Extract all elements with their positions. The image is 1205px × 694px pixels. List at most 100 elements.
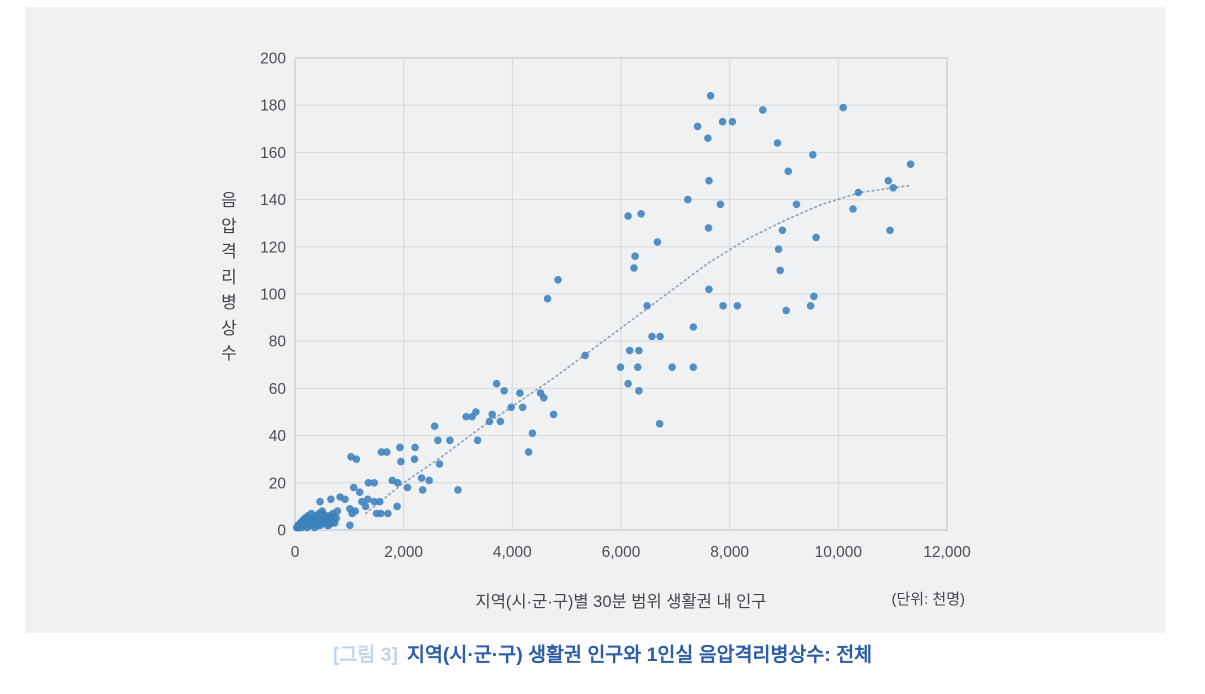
y-tick-label: 100 — [260, 287, 286, 304]
scatter-point — [718, 117, 727, 126]
scatter-point — [635, 387, 643, 395]
x-tick-label: 4,000 — [493, 544, 532, 561]
scatter-point — [446, 436, 454, 445]
y-tick-label: 120 — [260, 239, 286, 256]
scatter-point — [689, 323, 698, 331]
scatter-point — [327, 495, 335, 504]
unit-note: (단위: 천명) — [891, 591, 965, 608]
scatter-point — [396, 443, 404, 452]
scatter-point — [393, 502, 401, 511]
scatter-point — [352, 455, 361, 464]
scatter-point — [333, 507, 342, 515]
y-tick-label: 40 — [269, 428, 287, 445]
scatter-point — [624, 379, 632, 388]
scatter-point — [733, 302, 742, 310]
scatter-point — [653, 238, 662, 246]
scatter-point — [417, 474, 426, 482]
scatter-point — [540, 394, 548, 402]
scatter-point — [488, 410, 497, 419]
scatter-point — [719, 302, 727, 310]
scatter-point — [397, 457, 405, 466]
x-tick-label: 10,000 — [815, 544, 863, 561]
y-axis-title: 음 압 격 리 병 상 수 — [221, 191, 237, 363]
scatter-point — [631, 252, 639, 260]
x-tick-label: 6,000 — [602, 544, 641, 561]
scatter-point — [500, 387, 509, 395]
y-tick-label: 140 — [260, 192, 286, 209]
scatter-point — [684, 195, 692, 204]
scatter-point — [462, 412, 470, 421]
scatter-point — [317, 512, 326, 520]
scatter-point — [689, 363, 698, 372]
y-tick-label: 200 — [260, 51, 286, 68]
scatter-point — [812, 233, 820, 242]
scatter-point — [759, 106, 767, 114]
caption-prefix: [그림 3] — [332, 643, 399, 666]
scatter-point — [435, 460, 444, 468]
x-tick-label: 8,000 — [710, 544, 749, 561]
scatter-point — [668, 363, 676, 372]
scatter-point — [370, 479, 379, 487]
scatter-point — [634, 363, 642, 372]
scatter-point — [704, 224, 713, 232]
scatter-point — [296, 521, 304, 530]
scatter-point — [473, 436, 482, 445]
figure-background — [25, 7, 1165, 633]
scatter-point — [889, 184, 897, 192]
scatter-point — [516, 389, 524, 397]
scatter-point — [425, 476, 434, 485]
scatter-point — [693, 122, 702, 131]
scatter-point — [704, 134, 712, 142]
scatter-point — [706, 92, 715, 100]
x-axis-title: 지역(시·군·구)별 30분 범위 생활권 내 인구 — [475, 593, 767, 611]
scatter-point — [773, 139, 782, 147]
scatter-point — [418, 486, 427, 494]
scatter-point — [434, 436, 442, 445]
plot-border — [294, 57, 948, 531]
x-tick-label: 0 — [291, 544, 300, 561]
scatter-point — [906, 160, 915, 168]
scatter-point — [377, 448, 386, 456]
y-tick-label: 80 — [269, 334, 287, 351]
scatter-point — [625, 346, 634, 355]
scatter-point — [472, 408, 480, 416]
scatter-point — [496, 417, 505, 426]
scatter-point — [792, 200, 801, 209]
scatter-point — [492, 379, 501, 388]
scatter-point — [839, 103, 847, 112]
scatter-point — [393, 479, 402, 487]
scatter-point — [656, 332, 664, 341]
scatter-point — [312, 519, 321, 527]
scatter-point — [370, 497, 379, 506]
scatter-point — [806, 302, 815, 310]
y-tick-label: 160 — [260, 145, 286, 162]
scatter-point — [716, 200, 725, 209]
scatter-point — [430, 422, 439, 431]
scatter-point — [886, 226, 894, 235]
scatter-point — [616, 363, 625, 372]
y-tick-label: 180 — [260, 98, 286, 115]
scatter-point — [361, 502, 370, 511]
scatter-point — [341, 495, 349, 504]
scatter-point — [528, 429, 537, 438]
scatter-point — [635, 346, 643, 355]
scatter-point — [728, 117, 737, 126]
x-tick-label: 12,000 — [923, 544, 971, 561]
scatter-point — [316, 497, 324, 506]
y-tick-label: 60 — [269, 381, 287, 398]
scatter-point — [774, 245, 783, 253]
scatter-point — [376, 497, 384, 506]
scatter-point — [364, 495, 372, 504]
scatter-point — [346, 521, 354, 530]
x-tick-label: 2,000 — [384, 544, 423, 561]
scatter-point — [355, 488, 364, 497]
scatter-point — [854, 188, 863, 197]
y-tick-label: 0 — [277, 523, 286, 540]
scatter-point — [778, 226, 787, 235]
scatter-point — [705, 176, 713, 185]
scatter-point — [782, 306, 790, 315]
scatter-point — [351, 507, 360, 515]
caption-text: 지역(시·군·구) 생활권 인구와 1인실 음압격리병상수: 전체 — [407, 643, 873, 666]
